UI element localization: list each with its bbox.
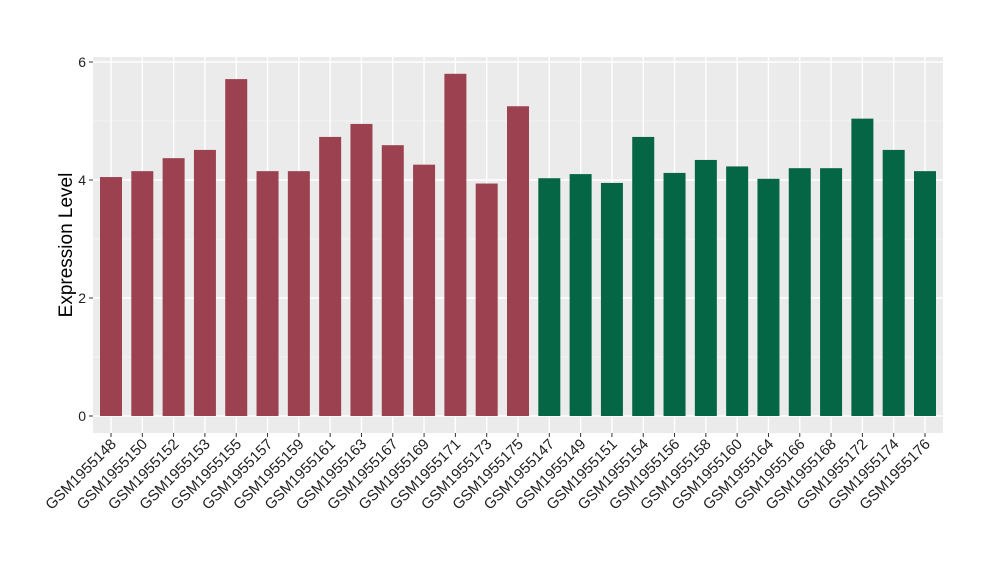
bar bbox=[350, 123, 373, 416]
bar bbox=[287, 171, 310, 416]
bar bbox=[694, 159, 717, 416]
bar bbox=[131, 171, 154, 416]
bar bbox=[475, 183, 498, 416]
bar bbox=[507, 106, 529, 416]
bar bbox=[663, 172, 686, 416]
y-tick-label: 6 bbox=[78, 54, 86, 70]
bar bbox=[193, 149, 216, 416]
y-tick-label: 0 bbox=[78, 408, 86, 424]
bar bbox=[381, 145, 404, 416]
bar bbox=[851, 118, 874, 416]
bar bbox=[726, 166, 749, 416]
bar bbox=[444, 73, 467, 417]
y-tick-label: 4 bbox=[78, 172, 86, 188]
bar bbox=[256, 171, 279, 416]
bar bbox=[569, 174, 592, 416]
bar bbox=[757, 178, 780, 416]
bar bbox=[225, 79, 248, 417]
bar bbox=[914, 171, 936, 416]
bar bbox=[882, 149, 905, 416]
bar bbox=[319, 136, 342, 416]
x-axis: GSM1955148GSM1955150GSM1955152GSM1955153… bbox=[42, 433, 934, 513]
bars-layer bbox=[100, 73, 936, 417]
bar bbox=[538, 178, 561, 416]
bar bbox=[100, 177, 122, 416]
bar bbox=[413, 164, 436, 416]
y-axis: 0 2 4 6 bbox=[78, 54, 93, 424]
bar bbox=[632, 136, 655, 416]
bar bbox=[600, 182, 623, 416]
y-axis-title: Expression Level bbox=[56, 173, 77, 318]
bar bbox=[162, 158, 185, 417]
bar bbox=[820, 168, 843, 416]
y-tick-label: 2 bbox=[78, 290, 86, 306]
bar bbox=[788, 168, 811, 416]
